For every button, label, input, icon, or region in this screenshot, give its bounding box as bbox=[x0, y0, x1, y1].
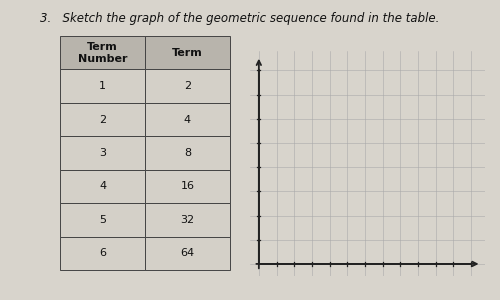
Text: 3.   Sketch the graph of the geometric sequence found in the table.: 3. Sketch the graph of the geometric seq… bbox=[40, 12, 440, 25]
